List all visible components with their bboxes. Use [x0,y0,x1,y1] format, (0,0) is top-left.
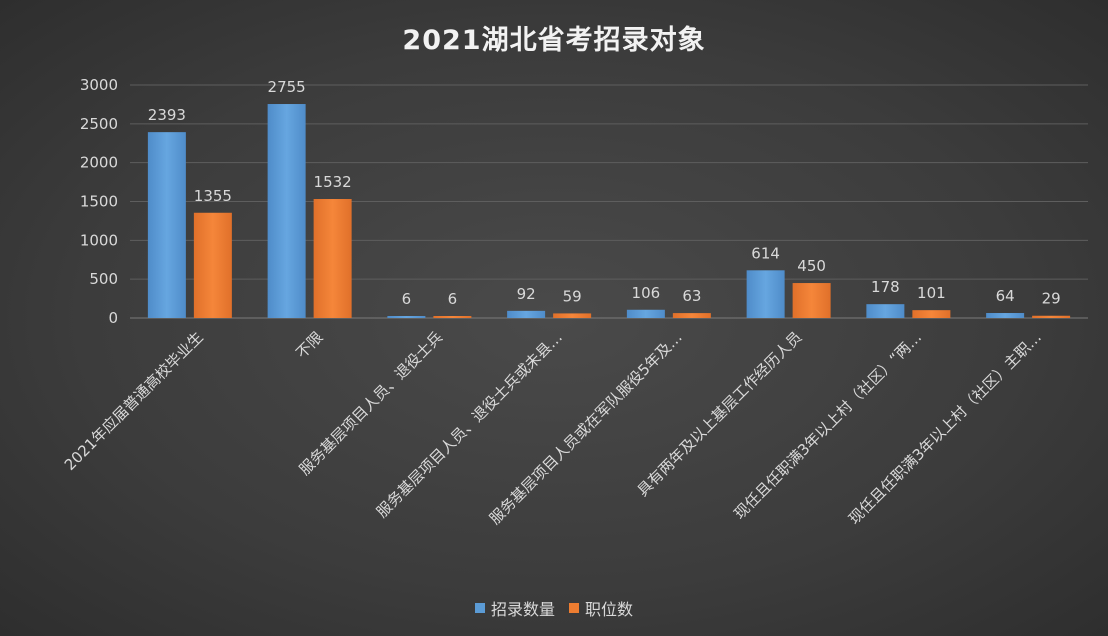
bar-position-count [1032,315,1071,318]
data-label: 6 [448,290,458,308]
y-tick-label: 1000 [80,231,118,249]
bar-position-count [672,313,711,318]
bar-position-count [792,283,831,318]
x-tick-label: 现任且任职满3年以上村（社区）“两… [731,328,926,523]
bar-position-count [553,313,592,318]
data-label: 178 [871,278,900,296]
data-label: 29 [1042,290,1061,308]
data-label: 1355 [194,187,232,205]
data-label: 59 [563,287,582,305]
legend-item: 招录数量 [474,596,555,620]
y-tick-label: 3000 [80,76,118,94]
legend-item: 职位数 [569,596,633,620]
data-label: 1532 [314,173,352,191]
bar-recruit-count [267,104,306,318]
y-tick-label: 1500 [80,193,118,211]
bar-position-count [433,316,472,318]
legend-label: 招录数量 [490,600,555,619]
data-label: 101 [917,284,946,302]
bar-position-count [313,199,352,318]
y-tick-label: 2500 [80,115,118,133]
data-label: 450 [797,257,826,275]
data-label: 6 [402,290,412,308]
data-label: 614 [751,244,780,262]
data-label: 2755 [268,78,306,96]
bar-position-count [912,310,951,318]
data-label: 63 [682,287,701,305]
bar-recruit-count [986,313,1025,318]
x-tick-label: 2021年应届普通高校毕业生 [61,328,207,474]
data-label: 92 [517,285,536,303]
legend-swatch [569,603,579,613]
chart-title: 2021湖北省考招录对象 [402,25,706,56]
bar-recruit-count [746,270,785,318]
bar-recruit-count [507,310,546,318]
data-label: 106 [632,284,661,302]
y-tick-label: 0 [108,309,118,327]
data-label: 64 [996,287,1015,305]
bar-recruit-count [866,304,905,318]
bar-recruit-count [147,132,186,318]
x-tick-label: 服务基层项目人员、退役士兵 [296,328,447,479]
data-label: 2393 [148,106,186,124]
x-tick-label: 不限 [293,328,327,362]
x-tick-label: 现任且任职满3年以上村（社区）主职… [845,328,1045,528]
bar-recruit-count [626,309,665,318]
legend: 招录数量 职位数 [0,596,1108,620]
bar-position-count [193,212,232,318]
legend-label: 职位数 [585,600,634,619]
x-tick-label: 服务基层项目人员、退役士兵或未县… [373,328,566,521]
y-tick-label: 2000 [80,154,118,172]
bar-recruit-count [387,316,426,318]
x-tick-label: 服务基层项目人员或在军队服役5年及… [486,328,686,528]
y-tick-label: 500 [89,270,118,288]
legend-swatch [474,603,485,613]
